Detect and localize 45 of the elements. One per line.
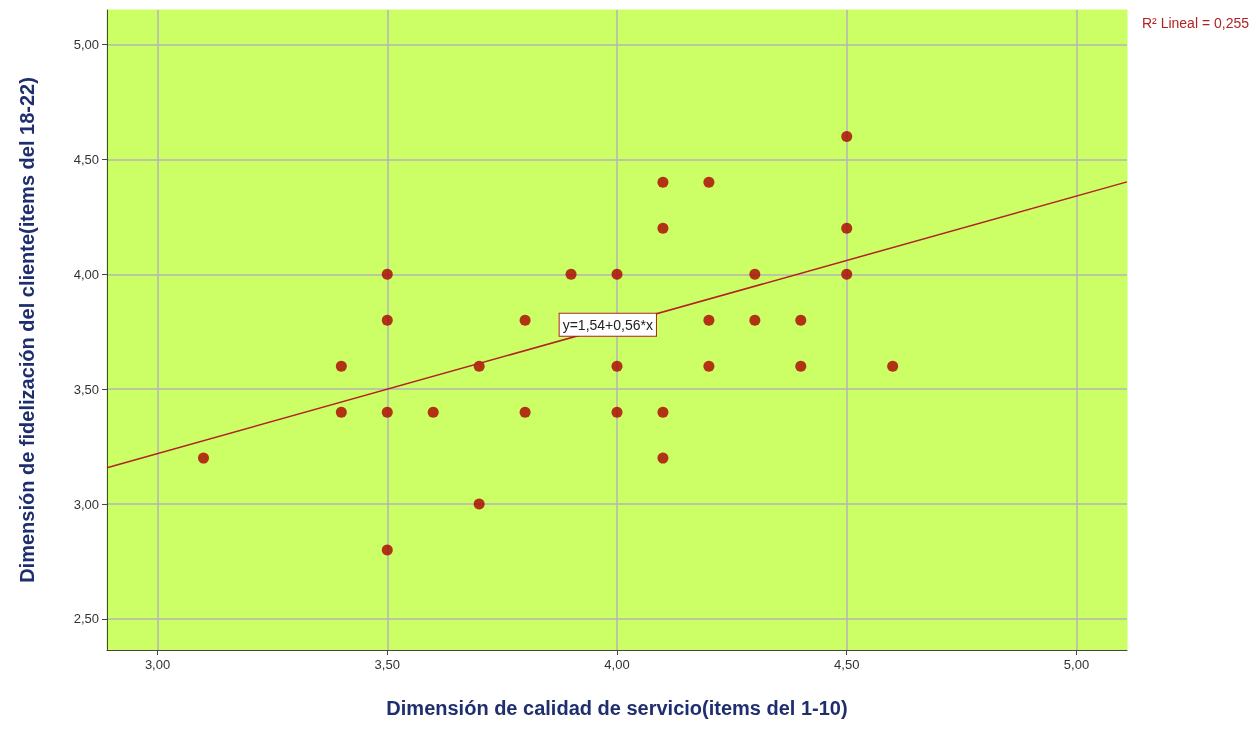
text: R² Lineal = 0,255	[1141, 15, 1250, 31]
y-tick-label: 4,50	[73, 151, 99, 167]
x-tick-label: 3,00	[144, 657, 171, 672]
point	[795, 360, 807, 372]
point	[381, 406, 393, 418]
point	[198, 452, 209, 464]
point	[611, 406, 623, 418]
x-tick-label: 4,00	[604, 657, 630, 672]
point	[841, 222, 853, 234]
point	[657, 406, 669, 418]
point	[381, 268, 393, 280]
y-axis-title: Dimensión de fidelización del cliente(items del 18-22)	[16, 77, 38, 583]
point	[381, 544, 393, 556]
point	[841, 268, 853, 280]
point	[703, 176, 715, 188]
point	[427, 406, 439, 418]
point	[519, 314, 531, 326]
y-tick-label: 5,00	[73, 36, 99, 52]
point	[473, 498, 485, 510]
point	[657, 452, 669, 464]
point	[335, 360, 347, 372]
point	[611, 360, 623, 372]
point	[381, 314, 393, 326]
y-tick-label: 2,50	[73, 611, 99, 627]
point	[841, 130, 853, 142]
point	[657, 222, 669, 234]
point	[519, 406, 531, 418]
point	[749, 268, 761, 280]
point	[703, 360, 715, 372]
point	[565, 268, 577, 280]
point	[657, 176, 669, 188]
point	[749, 314, 761, 326]
x-tick-label: 4,50	[834, 657, 860, 672]
point	[335, 406, 347, 418]
point	[887, 360, 899, 372]
y-tick-label: 3,00	[73, 496, 99, 512]
point	[703, 314, 715, 326]
annotation: y=1,54+0,56*x	[562, 316, 653, 333]
x-axis-title: Dimensión de calidad de servicio(items del 1-10)	[386, 697, 848, 719]
point	[795, 314, 807, 326]
y-tick-label: 3,50	[73, 381, 99, 397]
x-tick-label: 3,50	[374, 657, 400, 672]
point	[611, 268, 623, 280]
y-tick-label: 4,00	[73, 266, 99, 282]
x-tick-label: 5,00	[1063, 657, 1090, 672]
